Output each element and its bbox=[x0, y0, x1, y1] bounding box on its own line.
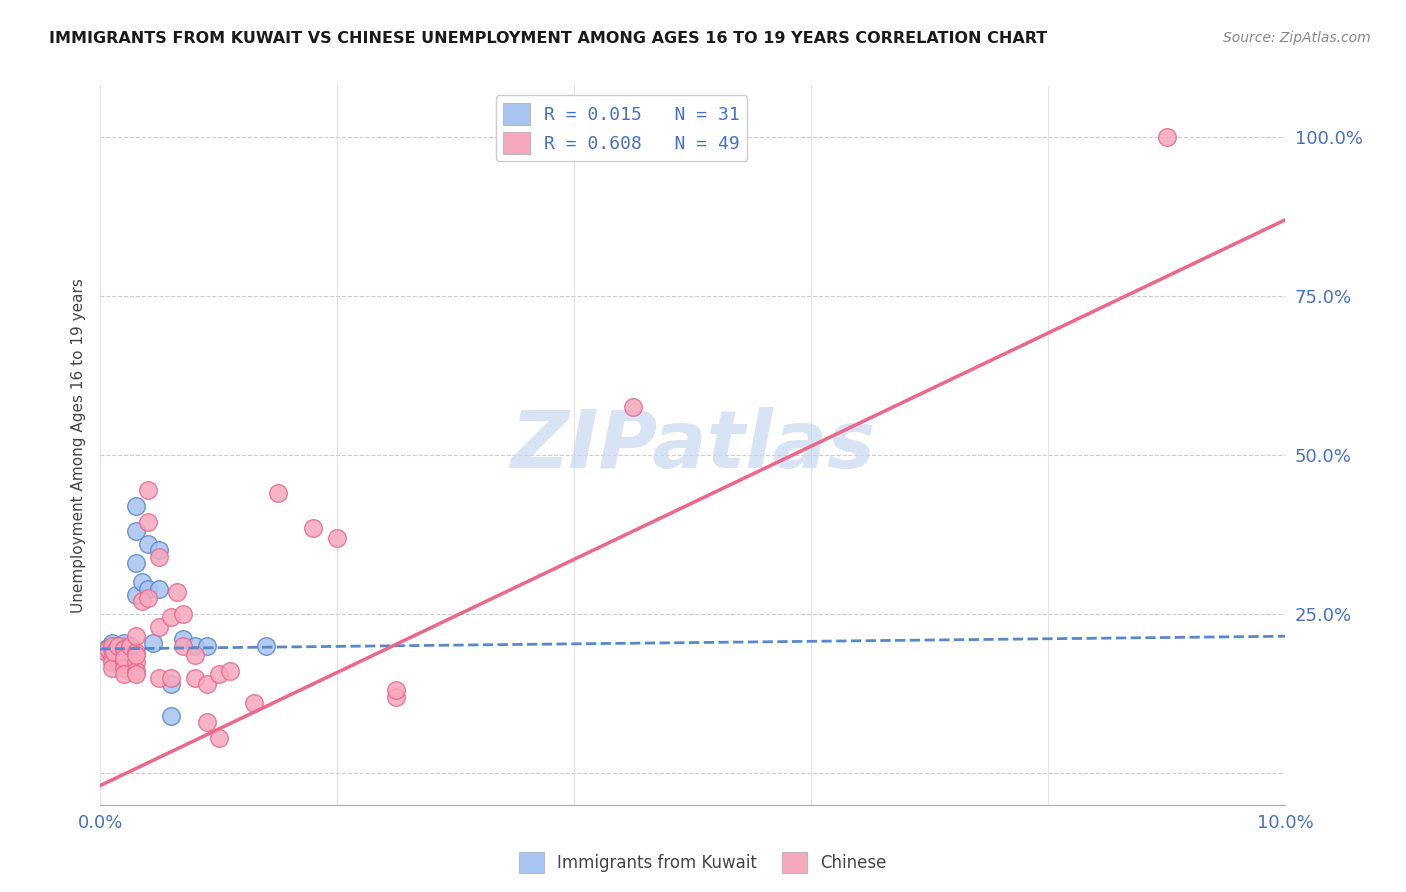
Point bbox=[118, 639, 141, 653]
Point bbox=[101, 661, 124, 675]
Point bbox=[107, 639, 129, 653]
Point bbox=[125, 499, 148, 513]
Point bbox=[112, 642, 135, 657]
Point bbox=[160, 708, 183, 723]
Point bbox=[195, 677, 218, 691]
Point bbox=[207, 667, 229, 681]
Point bbox=[148, 582, 170, 596]
Point bbox=[207, 731, 229, 745]
Point bbox=[101, 645, 124, 659]
Point bbox=[267, 486, 290, 500]
Point bbox=[112, 642, 135, 657]
Point bbox=[125, 664, 148, 678]
Point bbox=[243, 696, 266, 710]
Point bbox=[112, 667, 135, 681]
Point bbox=[101, 642, 124, 657]
Point bbox=[254, 639, 277, 653]
Point bbox=[101, 639, 124, 653]
Point bbox=[131, 594, 153, 608]
Point bbox=[136, 515, 159, 529]
Point bbox=[112, 651, 135, 665]
Text: Source: ZipAtlas.com: Source: ZipAtlas.com bbox=[1223, 31, 1371, 45]
Point bbox=[101, 635, 124, 649]
Point bbox=[621, 401, 644, 415]
Point bbox=[219, 664, 242, 678]
Point bbox=[172, 632, 194, 647]
Point bbox=[136, 483, 159, 497]
Point bbox=[97, 642, 120, 657]
Point bbox=[125, 524, 148, 539]
Point bbox=[94, 642, 117, 657]
Point bbox=[112, 635, 135, 649]
Point bbox=[125, 556, 148, 570]
Point bbox=[136, 591, 159, 605]
Point bbox=[98, 639, 121, 653]
Point bbox=[172, 639, 194, 653]
Y-axis label: Unemployment Among Ages 16 to 19 years: Unemployment Among Ages 16 to 19 years bbox=[72, 278, 86, 613]
Legend: Immigrants from Kuwait, Chinese: Immigrants from Kuwait, Chinese bbox=[512, 846, 894, 880]
Legend: R = 0.015   N = 31, R = 0.608   N = 49: R = 0.015 N = 31, R = 0.608 N = 49 bbox=[496, 95, 748, 161]
Point bbox=[166, 584, 188, 599]
Point bbox=[110, 639, 132, 653]
Point bbox=[103, 645, 125, 659]
Point bbox=[385, 683, 408, 698]
Point bbox=[195, 714, 218, 729]
Point bbox=[125, 667, 148, 681]
Point bbox=[195, 639, 218, 653]
Point bbox=[112, 639, 135, 653]
Point bbox=[160, 610, 183, 624]
Point bbox=[107, 642, 129, 657]
Point bbox=[101, 639, 124, 653]
Point bbox=[148, 543, 170, 558]
Point bbox=[101, 655, 124, 669]
Point bbox=[112, 645, 135, 659]
Point bbox=[103, 642, 125, 657]
Point bbox=[112, 642, 135, 657]
Point bbox=[172, 607, 194, 621]
Point bbox=[118, 639, 141, 653]
Point bbox=[302, 521, 325, 535]
Point bbox=[136, 582, 159, 596]
Point bbox=[148, 671, 170, 685]
Point bbox=[385, 690, 408, 704]
Point bbox=[125, 645, 148, 659]
Point bbox=[131, 575, 153, 590]
Point bbox=[125, 648, 148, 663]
Point bbox=[160, 677, 183, 691]
Point bbox=[94, 645, 117, 659]
Point bbox=[112, 642, 135, 657]
Point bbox=[125, 655, 148, 669]
Point bbox=[184, 639, 207, 653]
Point bbox=[148, 549, 170, 564]
Point bbox=[136, 537, 159, 551]
Point bbox=[107, 639, 129, 653]
Text: IMMIGRANTS FROM KUWAIT VS CHINESE UNEMPLOYMENT AMONG AGES 16 TO 19 YEARS CORRELA: IMMIGRANTS FROM KUWAIT VS CHINESE UNEMPL… bbox=[49, 31, 1047, 46]
Point bbox=[112, 655, 135, 669]
Point bbox=[101, 651, 124, 665]
Point bbox=[184, 671, 207, 685]
Point bbox=[1156, 130, 1178, 145]
Point bbox=[142, 635, 165, 649]
Point bbox=[184, 648, 207, 663]
Text: ZIPatlas: ZIPatlas bbox=[510, 407, 875, 484]
Point bbox=[112, 661, 135, 675]
Point bbox=[326, 531, 349, 545]
Point bbox=[160, 671, 183, 685]
Point bbox=[148, 620, 170, 634]
Point bbox=[125, 588, 148, 602]
Point bbox=[125, 629, 148, 643]
